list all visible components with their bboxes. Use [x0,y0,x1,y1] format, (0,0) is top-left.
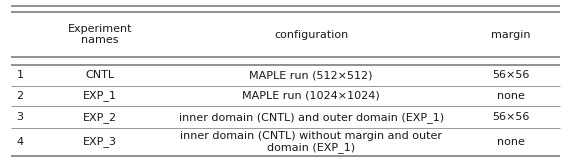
Text: inner domain (CNTL) without margin and outer
domain (EXP_1): inner domain (CNTL) without margin and o… [180,131,442,153]
Text: MAPLE run (512×512): MAPLE run (512×512) [250,70,373,80]
Text: EXP_2: EXP_2 [83,112,117,123]
Text: 1: 1 [17,70,23,80]
Text: none: none [497,137,525,147]
Text: 3: 3 [17,112,23,122]
Text: EXP_1: EXP_1 [83,91,117,101]
Text: Experiment
names: Experiment names [68,24,132,45]
Text: none: none [497,91,525,101]
Text: 56×56: 56×56 [492,112,530,122]
Text: configuration: configuration [274,30,348,40]
Text: MAPLE run (1024×1024): MAPLE run (1024×1024) [242,91,380,101]
Text: inner domain (CNTL) and outer domain (EXP_1): inner domain (CNTL) and outer domain (EX… [179,112,444,123]
Text: EXP_3: EXP_3 [83,136,117,148]
Text: 2: 2 [17,91,23,101]
Text: margin: margin [491,30,531,40]
Text: 4: 4 [17,137,23,147]
Text: CNTL: CNTL [85,70,115,80]
Text: 56×56: 56×56 [492,70,530,80]
